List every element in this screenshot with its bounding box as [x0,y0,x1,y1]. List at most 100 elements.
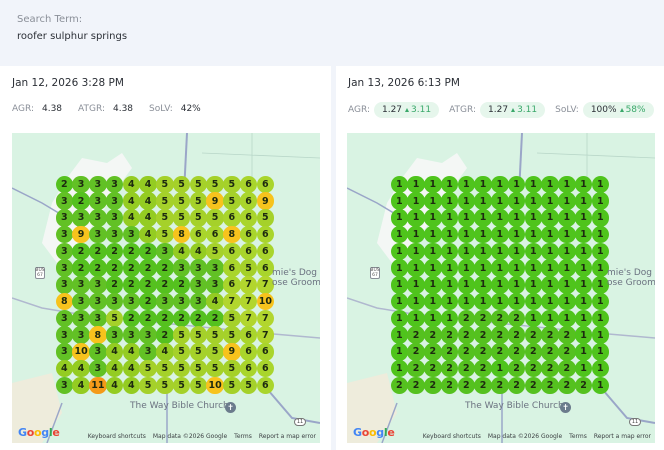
rank-pin[interactable]: 1 [541,225,559,244]
rank-pin[interactable]: 5 [223,309,241,328]
rank-pin[interactable]: 7 [256,309,275,328]
rank-pin[interactable]: 3 [105,192,124,210]
rank-pin[interactable]: 2 [524,359,543,378]
rank-pin[interactable]: 2 [440,326,459,344]
rank-pin[interactable]: 6 [256,259,275,277]
rank-pin[interactable]: 1 [390,242,409,261]
rank-pin[interactable]: 1 [407,309,425,328]
rank-pin[interactable]: 1 [574,242,593,261]
rank-pin[interactable]: 1 [424,276,442,294]
rank-pin[interactable]: 6 [256,376,275,395]
terms-link[interactable]: Terms [569,433,587,440]
rank-pin[interactable]: 1 [558,225,576,244]
rank-pin[interactable]: 1 [474,276,492,294]
rank-pin[interactable]: 1 [541,309,559,328]
rank-pin[interactable]: 8 [172,225,191,244]
rank-pin[interactable]: 1 [407,276,425,294]
rank-pin[interactable]: 3 [89,359,107,378]
rank-pin[interactable]: 2 [72,242,90,261]
rank-pin[interactable]: 6 [239,326,258,344]
rank-pin[interactable]: 2 [524,343,543,361]
rank-pin[interactable]: 1 [390,259,409,277]
rank-pin[interactable]: 1 [457,192,476,210]
rank-pin[interactable]: 5 [223,326,241,344]
rank-pin[interactable]: 2 [189,309,208,328]
rank-pin[interactable]: 1 [457,242,476,261]
rank-pin[interactable]: 2 [122,309,141,328]
rank-pin[interactable]: 1 [390,292,409,311]
rank-pin[interactable]: 1 [440,192,459,210]
rank-pin[interactable]: 1 [591,309,610,328]
rank-pin[interactable]: 1 [507,192,526,210]
rank-pin[interactable]: 5 [206,343,224,361]
rank-pin[interactable]: 2 [424,343,442,361]
rank-pin[interactable]: 1 [424,209,442,227]
rank-pin[interactable]: 3 [55,259,74,277]
rank-pin[interactable]: 5 [172,192,191,210]
rank-pin[interactable]: 1 [491,192,509,210]
rank-pin[interactable]: 6 [256,225,275,244]
rank-pin[interactable]: 6 [223,276,241,294]
rank-pin[interactable]: 1 [574,209,593,227]
rank-pin[interactable]: 9 [206,192,224,210]
rank-pin[interactable]: 5 [139,359,157,378]
rank-pin[interactable]: 5 [206,359,224,378]
rank-pin[interactable]: 1 [574,259,593,277]
rank-pin[interactable]: 3 [72,309,90,328]
rank-pin[interactable]: 2 [507,309,526,328]
rank-pin[interactable]: 3 [89,343,107,361]
poi-church-label[interactable]: The Way Bible Church [465,401,564,411]
terms-link[interactable]: Terms [234,433,252,440]
rank-pin[interactable]: 4 [139,192,157,210]
rank-pin[interactable]: 8 [89,326,107,344]
rank-pin[interactable]: 3 [105,292,124,311]
rank-pin[interactable]: 1 [591,359,610,378]
rank-pin[interactable]: 1 [507,276,526,294]
rank-pin[interactable]: 1 [524,292,543,311]
rank-pin[interactable]: 1 [574,225,593,244]
rank-pin[interactable]: 3 [156,292,174,311]
rank-pin[interactable]: 2 [474,359,492,378]
rank-pin[interactable]: 3 [89,225,107,244]
rank-pin[interactable]: 5 [172,343,191,361]
rank-pin[interactable]: 1 [574,326,593,344]
rank-pin[interactable]: 5 [156,192,174,210]
rank-pin[interactable]: 1 [491,259,509,277]
rank-pin[interactable]: 1 [407,225,425,244]
rank-pin[interactable]: 3 [139,326,157,344]
rank-pin[interactable]: 1 [390,175,409,194]
rank-pin[interactable]: 2 [558,359,576,378]
rank-pin[interactable]: 4 [55,359,74,378]
rank-pin[interactable]: 2 [122,276,141,294]
rank-pin[interactable]: 8 [223,225,241,244]
rank-pin[interactable]: 1 [574,343,593,361]
rank-pin[interactable]: 2 [507,376,526,395]
rank-pin[interactable]: 5 [172,209,191,227]
rank-pin[interactable]: 1 [574,175,593,194]
rank-pin[interactable]: 1 [507,209,526,227]
rank-pin[interactable]: 2 [72,259,90,277]
rank-pin[interactable]: 1 [424,292,442,311]
rank-pin[interactable]: 2 [156,326,174,344]
rank-pin[interactable]: 1 [424,175,442,194]
rank-pin[interactable]: 2 [491,343,509,361]
rank-pin[interactable]: 3 [89,292,107,311]
rank-pin[interactable]: 3 [55,276,74,294]
rank-pin[interactable]: 7 [256,276,275,294]
rank-pin[interactable]: 1 [591,326,610,344]
rank-pin[interactable]: 5 [189,376,208,395]
rank-pin[interactable]: 6 [223,242,241,261]
rank-pin[interactable]: 2 [457,309,476,328]
rank-pin[interactable]: 4 [206,292,224,311]
rank-pin[interactable]: 1 [390,343,409,361]
rank-pin[interactable]: 6 [223,259,241,277]
rank-pin[interactable]: 2 [89,259,107,277]
rank-pin[interactable]: 2 [424,359,442,378]
rank-pin[interactable]: 3 [156,242,174,261]
rank-pin[interactable]: 2 [89,242,107,261]
rank-pin[interactable]: 5 [239,376,258,395]
rank-pin[interactable]: 2 [424,326,442,344]
rank-pin[interactable]: 1 [524,259,543,277]
rank-pin[interactable]: 1 [474,209,492,227]
rank-pin[interactable]: 3 [105,326,124,344]
